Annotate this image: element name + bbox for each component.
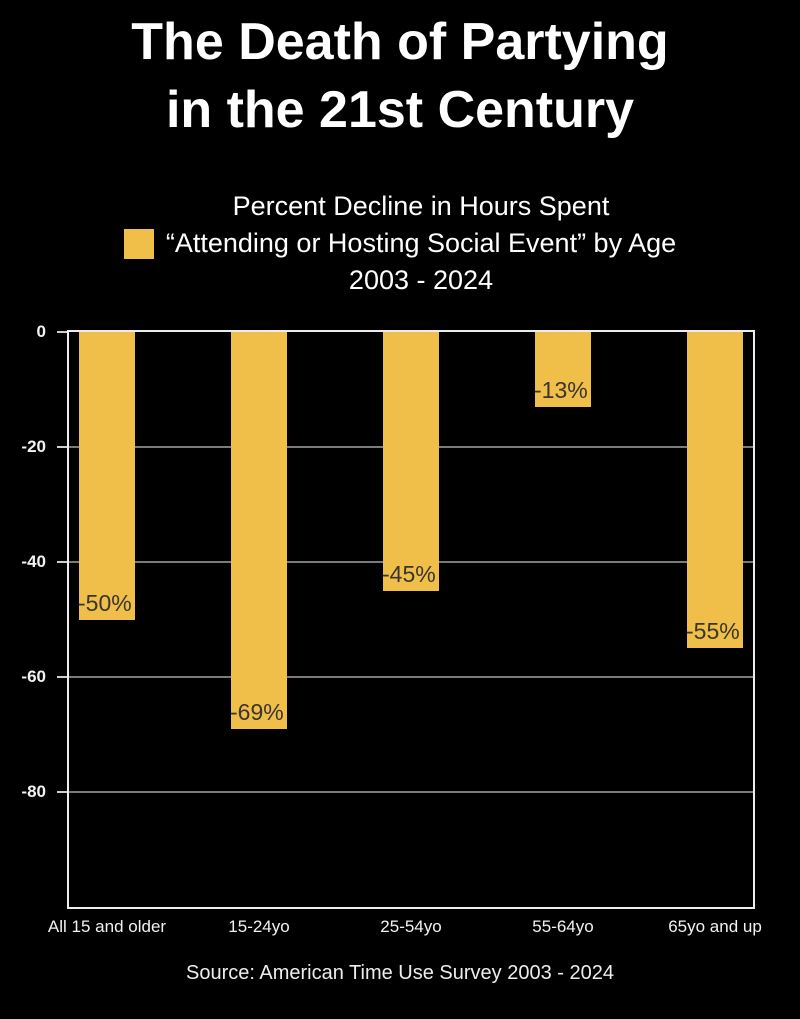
bar-value-label: -45% (382, 560, 436, 587)
y-tick-label: -80 (21, 782, 46, 801)
y-tick-label: 0 (36, 322, 46, 341)
y-tick-label: -60 (21, 667, 46, 686)
bar-value-label: -69% (230, 698, 284, 725)
bar-value-label: -13% (534, 376, 588, 403)
x-tick-label: All 15 and older (47, 917, 167, 936)
y-axis-tick (57, 676, 67, 678)
chart-title: The Death of Partying in the 21st Centur… (0, 8, 800, 144)
y-axis-tick (57, 791, 67, 793)
y-axis-tick (57, 446, 67, 448)
y-tick-label: -20 (21, 437, 46, 456)
x-tick-label: 65yo and up (668, 917, 762, 936)
bar-65yo-and-up: -55% (686, 332, 743, 649)
legend-label: Percent Decline in Hours Spent “Attendin… (166, 188, 676, 299)
x-tick-label: 55-64yo (532, 917, 594, 936)
bar-25-54yo: -45% (382, 332, 439, 591)
y-axis-tick (57, 331, 67, 333)
legend-swatch (123, 228, 154, 259)
legend-label-line-2: “Attending or Hosting Social Event” by A… (165, 228, 677, 258)
chart-title-line-1: The Death of Partying (131, 13, 669, 71)
bar-value-label: -55% (686, 618, 740, 645)
legend-label-line-1: Percent Decline in Hours Spent (232, 191, 610, 221)
x-tick-label: 15-24yo (228, 917, 290, 936)
bar-15-24yo: -69% (230, 332, 287, 729)
legend: Percent Decline in Hours Spent “Attendin… (0, 188, 800, 299)
x-tick-label: 25-54yo (380, 917, 442, 936)
legend-label-line-3: 2003 - 2024 (348, 265, 494, 295)
gridline (69, 791, 753, 793)
source-caption: Source: American Time Use Survey 2003 - … (186, 962, 614, 984)
bar-value-label: -50% (78, 589, 132, 616)
y-tick-label: -40 (21, 552, 46, 571)
y-axis-tick (57, 561, 67, 563)
plot-area: -50% -69% -45% -13% -55% (57, 330, 755, 909)
gridline (69, 676, 753, 678)
bar-all-15-and-older: -50% (78, 332, 135, 620)
bar-55-64yo: -13% (534, 332, 591, 407)
chart-title-line-2: in the 21st Century (165, 81, 635, 139)
